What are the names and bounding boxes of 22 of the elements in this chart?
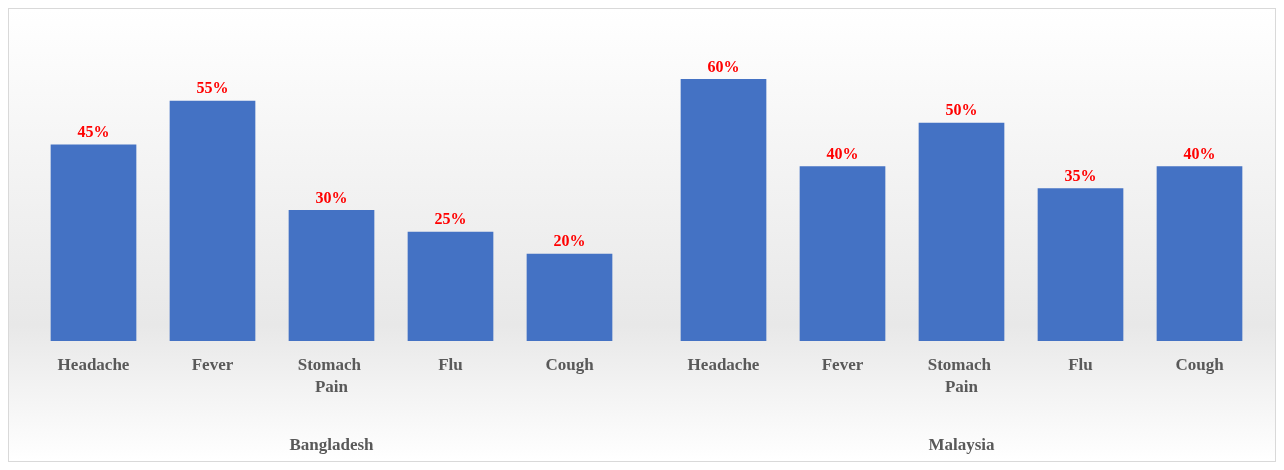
x-tick-label: Fever: [821, 354, 864, 374]
x-tick-label: Flu: [438, 354, 463, 374]
x-tick-label: Flu: [1068, 354, 1093, 374]
data-label: 30%: [315, 188, 348, 206]
x-tick-label: Cough: [545, 354, 595, 374]
data-label: 50%: [945, 101, 978, 119]
data-label: 35%: [1064, 166, 1097, 184]
x-tick-label: Cough: [1175, 354, 1225, 374]
x-tick-label: Stomach Pain: [297, 354, 366, 396]
data-label: 55%: [196, 79, 229, 97]
data-label: 40%: [826, 144, 859, 162]
data-label: 40%: [1183, 144, 1216, 162]
data-label: 45%: [77, 123, 110, 140]
x-axis-title: Bangladesh: [289, 435, 375, 454]
x-tick-label: Stomach Pain: [927, 354, 996, 396]
data-label: 20%: [553, 232, 586, 250]
x-tick-label: Fever: [191, 354, 234, 374]
data-label: 25%: [434, 210, 467, 228]
data-label: 60%: [707, 57, 740, 75]
x-tick-label: Headache: [57, 354, 130, 374]
x-axis-title: Malaysia: [928, 435, 996, 454]
x-tick-label: Headache: [687, 354, 760, 374]
